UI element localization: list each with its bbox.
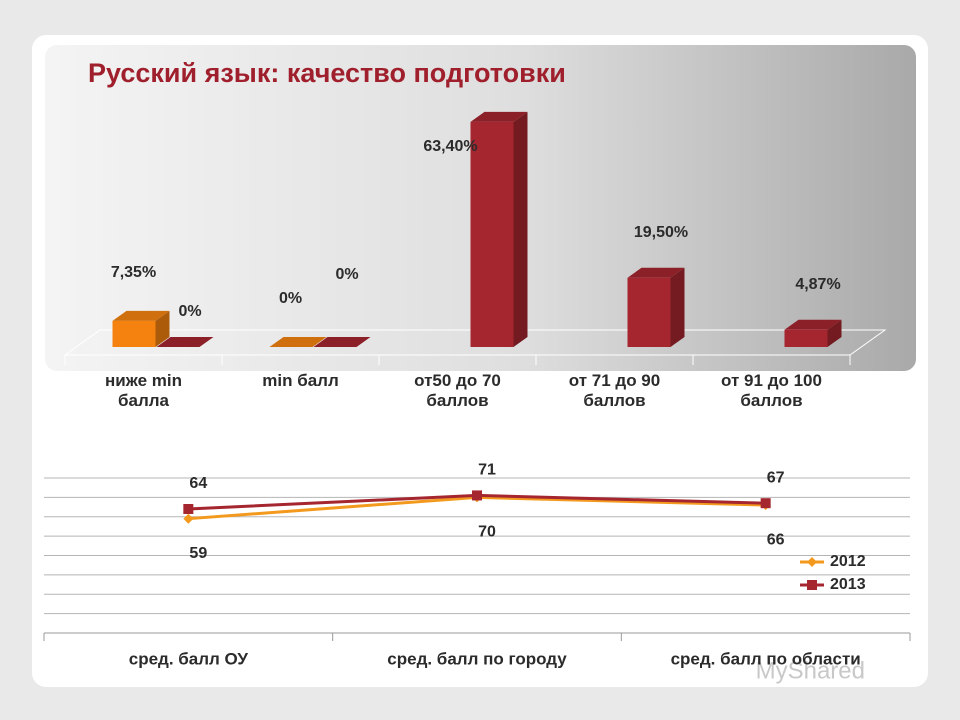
x-tick-label: сред. балл ОУ	[129, 649, 249, 668]
bar-face	[269, 337, 327, 347]
data-label: 71	[478, 462, 496, 479]
chart-title: Русский язык: качество подготовки	[88, 58, 566, 88]
bar	[313, 337, 371, 347]
bar-face	[627, 267, 685, 278]
bar-face	[156, 337, 214, 347]
x-tick-label: сред. балл по области	[671, 649, 861, 668]
data-label: 0%	[178, 303, 201, 320]
bar-face	[313, 337, 371, 347]
bar	[784, 319, 842, 347]
x-tick-label: от 71 до 90 баллов	[568, 371, 661, 410]
data-label: 67	[767, 469, 785, 486]
marker	[183, 504, 194, 514]
bar-face	[827, 319, 842, 347]
legend-marker	[807, 557, 817, 567]
bar-face	[784, 319, 842, 330]
data-label: 59	[189, 545, 207, 562]
bar-face	[470, 121, 514, 348]
floor	[63, 329, 887, 356]
bar-face	[470, 111, 528, 122]
x-tick-label: min балл	[262, 371, 339, 390]
bar-face	[627, 277, 671, 347]
bar-face	[112, 310, 170, 321]
data-label: 63,40%	[423, 138, 477, 155]
bar-face	[784, 329, 828, 347]
bar-face	[513, 111, 528, 348]
bar	[112, 310, 170, 347]
data-label: 70	[478, 524, 496, 541]
marker	[472, 490, 482, 501]
bar	[470, 111, 528, 348]
x-tick-label: от 91 до 100 баллов	[721, 371, 822, 410]
bar-face	[670, 267, 685, 347]
bar	[269, 337, 327, 347]
data-label: 7,35%	[111, 264, 156, 281]
data-label: 0%	[335, 266, 358, 283]
bar-face	[155, 310, 170, 347]
bar-face	[112, 320, 156, 347]
x-tick-label: сред. балл по городу	[387, 649, 567, 668]
data-label: 66	[767, 531, 785, 548]
legend-label: 2013	[830, 576, 866, 593]
legend-label: 2012	[830, 553, 866, 570]
marker	[183, 513, 194, 524]
bar	[627, 267, 685, 347]
legend-marker	[807, 580, 817, 590]
x-tick-label: от50 до 70 баллов	[414, 371, 501, 410]
data-label: 4,87%	[795, 276, 840, 293]
bar	[156, 337, 214, 347]
watermark: MyShared	[756, 657, 865, 684]
data-label: 0%	[279, 290, 302, 307]
data-label: 19,50%	[634, 224, 688, 241]
data-label: 64	[189, 475, 207, 492]
x-tick-label: ниже min балла	[105, 371, 182, 410]
marker	[760, 498, 771, 509]
